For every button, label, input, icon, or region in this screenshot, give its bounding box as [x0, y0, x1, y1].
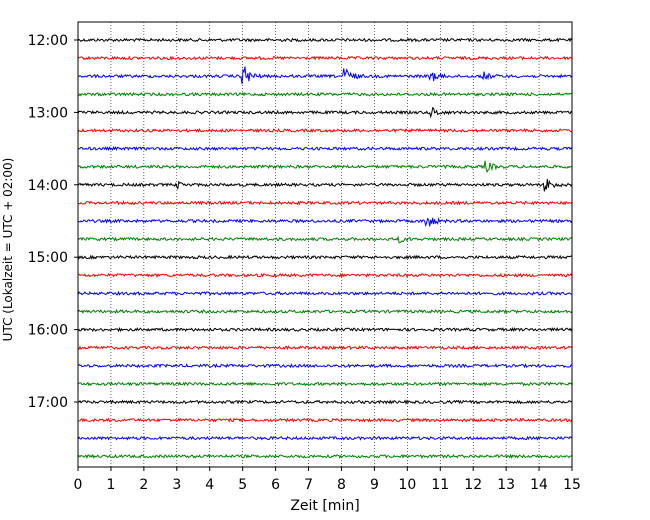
trace-14-00: [77, 178, 573, 192]
trace-12-00: [77, 37, 573, 43]
trace-17-15: [77, 417, 573, 423]
trace-14-15: [77, 200, 573, 206]
x-tick-label: 7: [304, 477, 313, 493]
plot-frame: [77, 21, 573, 468]
trace-15-30: [77, 290, 573, 296]
y-tick-label: 15:00: [28, 250, 68, 266]
y-axis: 12:00 13:00 14:00 15:00 16:00 17:00: [28, 33, 78, 411]
x-tick-label: 4: [205, 477, 214, 493]
trace-16-15: [77, 345, 573, 351]
x-tick-label: 9: [370, 477, 379, 493]
x-tick-label: 11: [431, 477, 449, 493]
trace-12-45: [77, 91, 573, 97]
y-tick-label: 17:00: [28, 395, 68, 411]
trace-13-30: [77, 145, 573, 152]
x-axis: 0 1 2 3 4 5 6 7 8 9 10 11 12 13 14 15: [74, 467, 581, 493]
x-tick-label: 13: [497, 477, 515, 493]
y-tick-label: 14:00: [28, 178, 68, 194]
trace-15-15: [77, 272, 573, 279]
x-tick-label: 8: [337, 477, 346, 493]
trace-16-30: [77, 362, 573, 369]
trace-14-45: [77, 235, 573, 244]
x-tick-label: 6: [271, 477, 280, 493]
x-tick-label: 2: [139, 477, 148, 493]
x-tick-label: 3: [172, 477, 181, 493]
seismogram-traces: [77, 37, 573, 460]
trace-13-00: [77, 106, 573, 119]
trace-15-45: [77, 308, 573, 315]
trace-17-30: [77, 435, 573, 441]
trace-13-15: [77, 127, 573, 134]
y-tick-label: 12:00: [28, 33, 68, 49]
x-tick-label: 14: [530, 477, 548, 493]
trace-16-45: [77, 381, 573, 387]
x-tick-label: 5: [238, 477, 247, 493]
x-axis-title: Zeit [min]: [290, 498, 359, 514]
x-tick-label: 15: [563, 477, 581, 493]
trace-16-00: [77, 326, 573, 333]
trace-12-15: [77, 55, 573, 61]
trace-17-00: [77, 399, 573, 405]
x-tick-label: 12: [464, 477, 482, 493]
trace-13-45: [77, 160, 573, 174]
x-tick-label: 1: [106, 477, 115, 493]
trace-14-30: [77, 217, 573, 228]
y-tick-label: 16:00: [28, 323, 68, 339]
trace-17-45: [77, 453, 573, 460]
x-tick-label: 0: [74, 477, 83, 493]
trace-15-00: [77, 254, 573, 260]
y-axis-title: UTC (Lokalzeit = UTC + 02:00): [1, 158, 15, 342]
x-tick-label: 10: [398, 477, 416, 493]
y-tick-label: 13:00: [28, 105, 68, 121]
trace-12-30: [77, 66, 573, 85]
